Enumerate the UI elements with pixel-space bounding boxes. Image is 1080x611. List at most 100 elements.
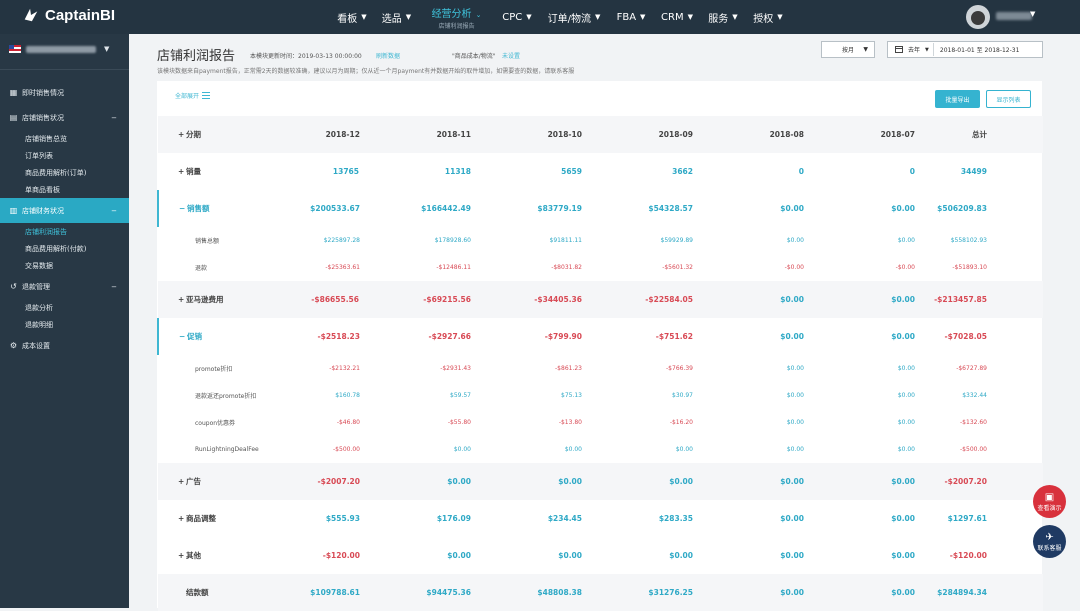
sidebar-item-7[interactable]: 店铺利润报告 xyxy=(0,223,129,240)
sidebar-item-6[interactable]: ▥ 店铺财务状况 − xyxy=(0,198,129,223)
sidebar-item-11[interactable]: 退款分析 xyxy=(0,299,129,316)
sidebar-item-4[interactable]: 商品费用解析(订单) xyxy=(0,164,129,181)
user-name-blurred[interactable] xyxy=(996,12,1032,20)
sidebar-item-3[interactable]: 订单列表 xyxy=(0,147,129,164)
value-cell: -$751.62 xyxy=(655,332,693,341)
table-row: + 其他 -$120.00 $0.00 $0.00 $0.00 $0.00 $0.00 -$12… xyxy=(158,537,1043,574)
nav-item-6[interactable]: CRM ▼ xyxy=(654,0,700,34)
value-cell: -$2132.21 xyxy=(329,365,360,372)
value-cell: $0.00 xyxy=(780,332,804,341)
value-cell: $0.00 xyxy=(786,392,804,399)
store-icon: ▤ xyxy=(9,113,18,122)
export-button[interactable]: 批量导出 xyxy=(935,90,980,108)
collapse-toggle-icon[interactable]: − xyxy=(111,113,117,122)
row-label-cell: + 亚马逊费用 xyxy=(158,281,258,318)
contact-service-button[interactable]: ✈ 联系客服 xyxy=(1033,525,1066,558)
value-cell: 0 xyxy=(909,167,915,176)
user-avatar[interactable] xyxy=(966,5,990,29)
sidebar-item-10[interactable]: ↺ 退款管理 − xyxy=(0,274,129,299)
sidebar-item-5[interactable]: 单商品看板 xyxy=(0,181,129,198)
row-label-cell: RunLightningDealFee xyxy=(158,436,259,463)
column-header: + 分期 xyxy=(158,116,258,153)
row-label-cell: coupon优惠券 xyxy=(158,409,258,436)
show-columns-button[interactable]: 显示列表 xyxy=(986,90,1031,108)
table-row: + 商品调整 $555.93 $176.09 $234.45 $283.35 $0.00 $0… xyxy=(158,500,1043,537)
nav-item-label: FBA xyxy=(616,11,637,23)
row-label-cell: + 广告 xyxy=(158,463,258,500)
refresh-data-link[interactable]: 刷新数据 xyxy=(376,53,401,60)
column-header-label: 2018-11 xyxy=(436,130,471,139)
sidebar-item-label: 成本设置 xyxy=(22,341,50,350)
expand-toggle-icon[interactable]: + xyxy=(178,477,185,486)
chevron-down-icon: ▼ xyxy=(361,13,367,21)
expand-toggle-icon[interactable]: − xyxy=(179,204,186,213)
nav-item-4[interactable]: 订单/物流 ▼ xyxy=(540,0,608,34)
expand-toggle-icon[interactable]: − xyxy=(179,332,186,341)
value-cell: $91811.11 xyxy=(549,237,582,244)
sidebar-item-9[interactable]: 交易数据 xyxy=(0,257,129,274)
expand-toggle-icon[interactable]: + xyxy=(178,295,185,304)
sidebar-item-label: 店铺利润报告 xyxy=(25,227,67,236)
table-row: + 广告 -$2007.20 $0.00 $0.00 $0.00 $0.00 $0.00 -$2… xyxy=(158,463,1043,500)
view-demo-button[interactable]: ▣ 查看演示 xyxy=(1033,485,1066,518)
sidebar-item-1[interactable]: ▤ 店铺销售状况 − xyxy=(0,105,129,130)
row-label: promote折扣 xyxy=(195,366,233,373)
collapse-toggle-icon[interactable]: − xyxy=(111,206,117,215)
nav-item-1[interactable]: 选品 ▼ xyxy=(374,0,419,34)
value-cell: $332.44 xyxy=(962,392,987,399)
value-cell: -$8031.82 xyxy=(551,264,582,271)
expand-toggle-icon[interactable]: + xyxy=(178,514,185,523)
value-cell: $558102.93 xyxy=(950,237,987,244)
value-cell: $0.00 xyxy=(804,463,915,500)
cost-setting-link[interactable]: 未设置 xyxy=(502,53,521,60)
sidebar-item-12[interactable]: 退款明细 xyxy=(0,316,129,333)
nav-item-7[interactable]: 服务 ▼ xyxy=(700,0,746,34)
store-selector[interactable]: ▼ xyxy=(0,34,129,70)
user-menu-caret-icon[interactable]: ▼ xyxy=(1030,10,1036,18)
top-navigation-bar: CaptainBI 看板 ▼ 选品 ▼ 经营分析 ⌄ 店铺利润报告 CPC ▼ 订单/物流 ▼ FBA… xyxy=(0,0,1080,34)
date-range-picker[interactable]: 去年 ▼ 2018-01-01 至 2018-12-31 xyxy=(887,41,1043,58)
sidebar-item-label: 店铺销售总览 xyxy=(25,134,67,143)
refund-icon: ↺ xyxy=(10,282,17,291)
expand-all-link[interactable]: 全部展开 xyxy=(175,91,211,100)
value-cell: $0.00 xyxy=(786,237,804,244)
sidebar-item-8[interactable]: 商品费用解析(付款) xyxy=(0,240,129,257)
value-cell: -$22584.05 xyxy=(582,281,693,318)
value-cell: $0.00 xyxy=(891,551,915,560)
expand-toggle-icon[interactable]: + xyxy=(178,167,185,176)
chevron-down-icon: ▼ xyxy=(863,46,868,53)
range-mode[interactable]: 去年 xyxy=(908,47,921,54)
nav-item-5[interactable]: FBA ▼ xyxy=(608,0,654,34)
nav-item-2[interactable]: 经营分析 ⌄ 店铺利润报告 xyxy=(419,0,494,34)
table-sub-row: promote折扣 -$2132.21 -$2931.43 -$861.23 -$766… xyxy=(158,355,1043,382)
nav-item-8[interactable]: 授权 ▼ xyxy=(746,0,790,34)
expand-toggle-icon[interactable]: + xyxy=(178,551,185,560)
value-cell: $0.00 xyxy=(780,204,804,213)
sidebar-item-13[interactable]: ⚙ 成本设置 xyxy=(0,333,129,358)
nav-item-3[interactable]: CPC ▼ xyxy=(494,0,540,34)
value-cell: $0.00 xyxy=(693,574,804,611)
value-cell: -$500.00 xyxy=(333,446,360,453)
table-row: + 亚马逊费用 -$86655.56 -$69215.56 -$34405.36 -$22… xyxy=(158,281,1043,318)
period-select[interactable]: 按月 ▼ xyxy=(821,41,875,58)
value-cell: -$120.00 xyxy=(949,551,987,560)
row-label-cell: promote折扣 xyxy=(158,355,258,382)
captainbi-logo[interactable]: CaptainBI xyxy=(22,6,115,24)
table-row: − 促销 -$2518.23 -$2927.66 -$799.90 -$751.62 $0.… xyxy=(157,318,1043,355)
nav-item-label: 看板 xyxy=(337,13,358,25)
value-cell: $0.00 xyxy=(669,551,693,560)
sidebar-item-0[interactable]: ▦ 即时销售情况 xyxy=(0,80,129,105)
expand-toggle-icon[interactable]: + xyxy=(178,130,185,139)
value-cell: -$25363.61 xyxy=(325,264,360,271)
nav-item-label: 授权 xyxy=(753,13,774,25)
value-cell: -$6727.89 xyxy=(956,365,987,372)
sidebar-item-2[interactable]: 店铺销售总览 xyxy=(0,130,129,147)
value-cell: $160.78 xyxy=(335,392,360,399)
value-cell: -$13.80 xyxy=(558,419,582,426)
nav-item-0[interactable]: 看板 ▼ xyxy=(330,0,374,34)
collapse-toggle-icon[interactable]: − xyxy=(111,282,117,291)
value-cell: $0.00 xyxy=(786,446,804,453)
date-range-value[interactable]: 2018-01-01 至 2018-12-31 xyxy=(939,47,1020,54)
table-sub-row: 退款返还promote折扣 $160.78 $59.57 $75.13 $30.97 $0… xyxy=(158,382,1043,409)
sidebar-item-label: 订单列表 xyxy=(25,151,53,160)
